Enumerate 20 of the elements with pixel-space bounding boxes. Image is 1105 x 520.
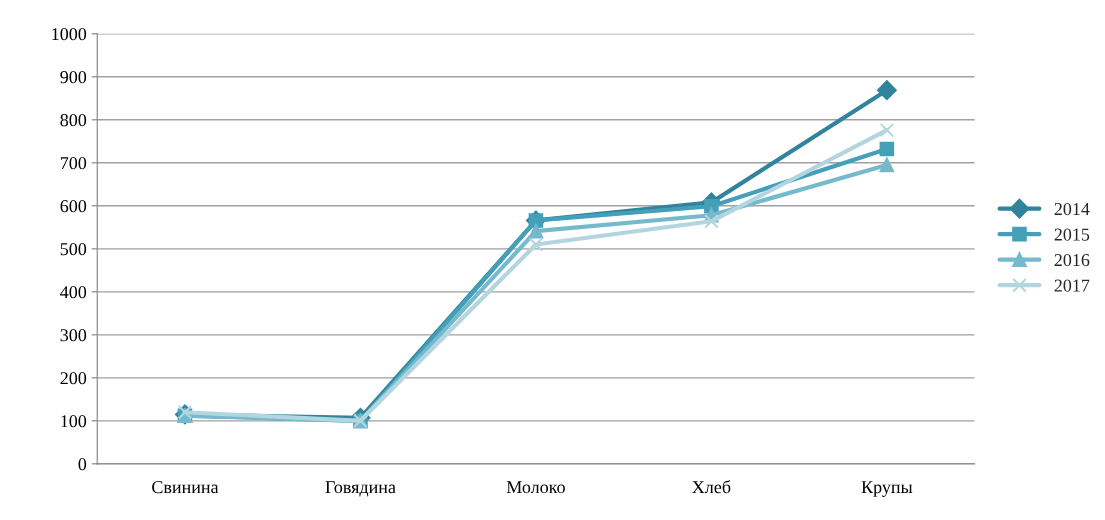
x-tick-label: Молоко [506, 481, 565, 494]
y-tick-label: 300 [60, 329, 87, 342]
y-tick-label: 600 [60, 200, 87, 213]
y-tick-label: 800 [60, 114, 87, 127]
y-tick-label: 400 [60, 286, 87, 299]
legend-label: 2015 [1054, 228, 1090, 241]
legend-label: 2017 [1054, 279, 1090, 292]
x-tick-label: Говядина [325, 481, 396, 497]
y-tick-label: 0 [78, 458, 87, 471]
y-tick-label: 500 [60, 243, 87, 256]
y-tick-label: 900 [60, 71, 87, 84]
x-tick-label: Хлеб [692, 480, 731, 494]
y-tick-label: 200 [60, 372, 87, 385]
x-tick-label: Свинина [152, 481, 219, 494]
y-tick-label: 1000 [52, 28, 87, 41]
y-tick-label: 100 [61, 415, 87, 428]
legend-label: 2014 [1054, 202, 1090, 216]
legend-label: 2016 [1054, 253, 1090, 267]
x-tick-label: Крупы [861, 481, 913, 497]
y-tick-label: 700 [60, 157, 87, 170]
